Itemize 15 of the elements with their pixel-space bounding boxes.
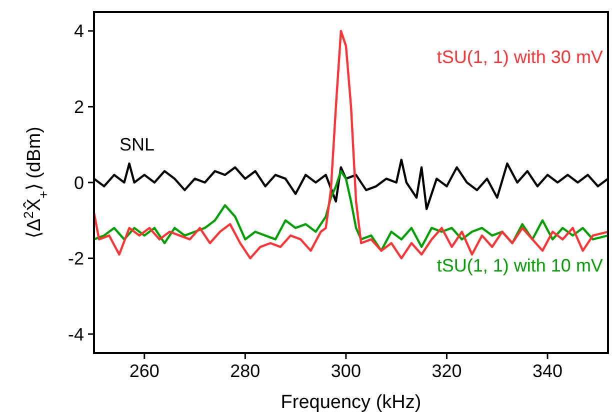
text: tSU(1, 1) with 30 mV xyxy=(436,47,603,68)
x-tick-label: 300 xyxy=(330,361,361,381)
x-tick-label: 260 xyxy=(129,361,160,381)
y-tick-label: 0 xyxy=(74,172,84,193)
y-tick-label: 4 xyxy=(74,21,84,42)
x-tick-label: 280 xyxy=(230,361,260,381)
y-tick-label: -2 xyxy=(68,248,84,269)
x-tick-label: 320 xyxy=(432,361,462,381)
y-tick-label: 2 xyxy=(74,97,84,118)
series-label: tSU(1, 1) with 10 mV xyxy=(436,256,603,276)
series-label: SNL xyxy=(119,134,154,154)
y-tick-label: -4 xyxy=(68,324,84,344)
x-tick-label: 340 xyxy=(532,361,563,381)
x-axis-title: Frequency (kHz) xyxy=(280,392,422,413)
line-series xyxy=(94,170,608,252)
